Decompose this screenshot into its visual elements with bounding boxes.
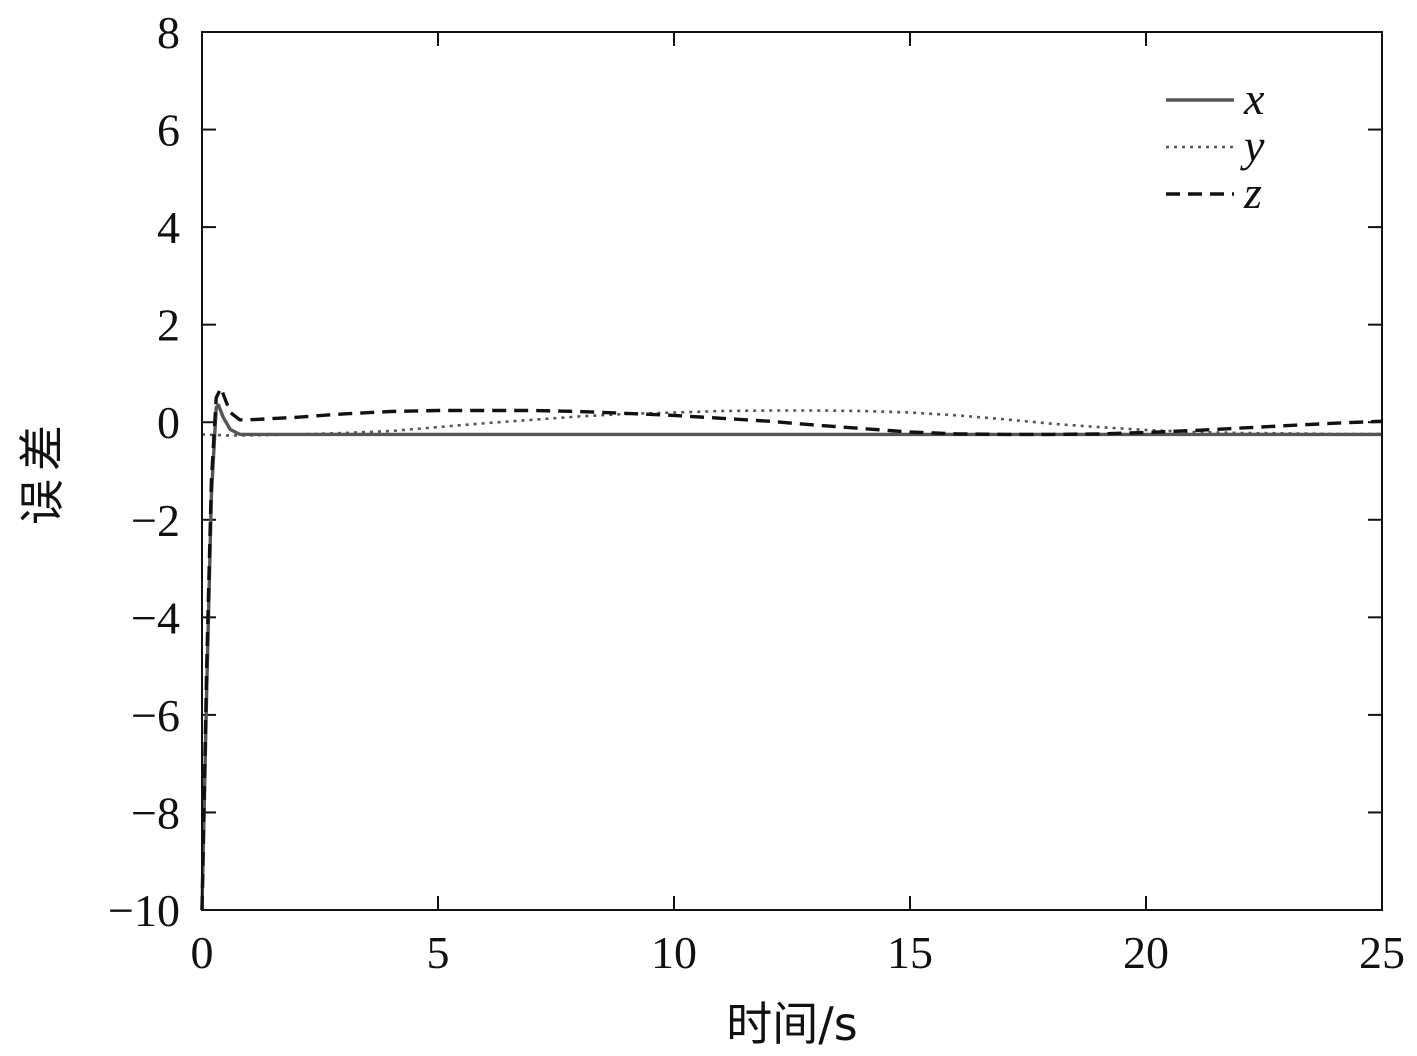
- x-axis-title: 时间/s: [726, 997, 857, 1051]
- ticks-layer: 0 5 10 15 20 25 −10 −8 −6 −4 −2 0 2 4 6 8: [108, 7, 1405, 978]
- legend-label-x: x: [1243, 73, 1265, 124]
- series-line-y: [201, 409, 1382, 437]
- y-tick-label: 8: [157, 7, 180, 58]
- x-tick-label: 15: [887, 927, 933, 978]
- x-tick-label: 5: [427, 927, 450, 978]
- y-tick-label: 2: [157, 300, 180, 351]
- y-tick-label: 6: [157, 105, 180, 156]
- y-tick-label: −2: [131, 495, 180, 546]
- y-tick-label: −6: [131, 690, 180, 741]
- legend-label-y: y: [1240, 120, 1265, 171]
- x-tick-label: 20: [1123, 927, 1169, 978]
- y-tick-label: 4: [157, 202, 180, 253]
- y-axis-title: 误差: [15, 417, 69, 525]
- x-tick-label: 0: [191, 927, 214, 978]
- series-line-z: [200, 386, 1383, 911]
- series-line-x: [200, 403, 1382, 911]
- legend: xyz: [1166, 73, 1265, 218]
- plot-frame: [201, 31, 1383, 911]
- x-tick-label: 10: [651, 927, 697, 978]
- x-tick-label: 25: [1359, 927, 1405, 978]
- y-tick-label: 0: [157, 397, 180, 448]
- y-tick-label: −4: [131, 592, 180, 643]
- legend-label-z: z: [1243, 167, 1262, 218]
- lines-layer: [200, 386, 1383, 911]
- y-tick-label: −8: [131, 787, 180, 838]
- y-tick-label: −10: [108, 885, 180, 936]
